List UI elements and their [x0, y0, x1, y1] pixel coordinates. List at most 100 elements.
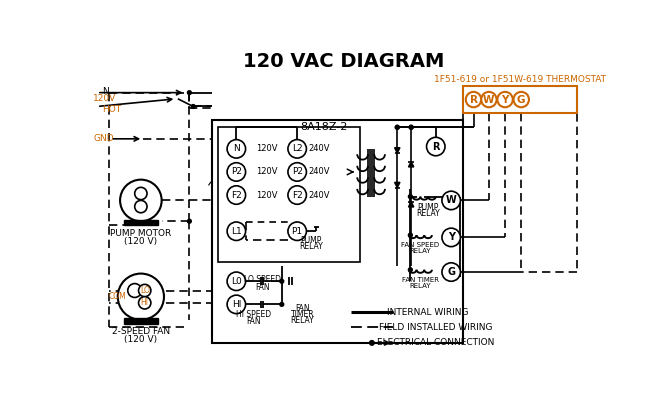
Text: PUMP: PUMP [300, 236, 322, 245]
Text: Y: Y [448, 233, 455, 242]
Text: W: W [446, 195, 456, 205]
Text: 120V: 120V [255, 191, 277, 199]
Text: F2: F2 [292, 191, 303, 199]
Circle shape [227, 222, 246, 241]
Circle shape [409, 195, 412, 199]
Text: HI SPEED: HI SPEED [236, 310, 271, 319]
Text: 120V: 120V [255, 144, 277, 153]
Text: GND: GND [93, 134, 114, 143]
Circle shape [442, 228, 460, 247]
Circle shape [288, 186, 306, 204]
Text: FAN: FAN [295, 304, 310, 313]
Text: FIELD INSTALLED WIRING: FIELD INSTALLED WIRING [379, 323, 492, 332]
Text: W: W [483, 95, 494, 105]
Circle shape [442, 191, 460, 210]
Text: 240V: 240V [309, 168, 330, 176]
Text: L0: L0 [231, 277, 242, 286]
Text: (120 V): (120 V) [125, 334, 157, 344]
Text: P2: P2 [291, 168, 303, 176]
Text: F2: F2 [231, 191, 242, 199]
Text: HI: HI [141, 298, 149, 308]
Polygon shape [409, 202, 414, 207]
Circle shape [227, 272, 246, 290]
Polygon shape [395, 147, 400, 153]
Bar [124, 220, 158, 225]
Text: P1: P1 [291, 227, 303, 236]
Text: ELECTRICAL CONNECTION: ELECTRICAL CONNECTION [377, 339, 494, 347]
Circle shape [192, 105, 195, 109]
Text: COM: COM [109, 292, 126, 301]
Text: G: G [517, 95, 525, 105]
Text: L1: L1 [231, 227, 242, 236]
Text: 240V: 240V [309, 191, 330, 199]
Text: 240V: 240V [309, 144, 330, 153]
Text: 2-SPEED FAN: 2-SPEED FAN [112, 327, 170, 336]
Text: HOT: HOT [103, 105, 121, 114]
Circle shape [227, 186, 246, 204]
Text: FAN SPEED: FAN SPEED [401, 242, 440, 248]
Text: RELAY: RELAY [291, 316, 314, 325]
Circle shape [288, 222, 306, 241]
Text: PUMP: PUMP [417, 203, 439, 212]
Text: Y: Y [501, 95, 509, 105]
Text: TIMER: TIMER [291, 310, 314, 319]
Bar [463, 86, 577, 114]
Circle shape [370, 341, 374, 345]
Circle shape [513, 92, 529, 107]
Circle shape [442, 263, 460, 281]
Circle shape [188, 219, 192, 223]
Text: R: R [432, 142, 440, 152]
Polygon shape [409, 162, 414, 167]
Circle shape [135, 200, 147, 213]
Circle shape [427, 137, 445, 156]
Circle shape [227, 163, 246, 181]
Text: 120V: 120V [93, 94, 117, 103]
Text: PUMP MOTOR: PUMP MOTOR [111, 229, 172, 238]
Text: FAN: FAN [255, 283, 270, 292]
Circle shape [395, 125, 399, 129]
Circle shape [139, 297, 151, 309]
Text: R: R [470, 95, 478, 105]
Polygon shape [395, 182, 400, 188]
Circle shape [409, 125, 413, 129]
Bar [124, 318, 158, 323]
Text: N: N [233, 144, 240, 153]
Circle shape [409, 233, 412, 237]
Circle shape [135, 187, 147, 200]
Circle shape [280, 279, 283, 283]
Circle shape [466, 92, 481, 107]
Circle shape [280, 303, 283, 306]
Text: RELAY: RELAY [409, 248, 431, 254]
Text: 1F51-619 or 1F51W-619 THERMOSTAT: 1F51-619 or 1F51W-619 THERMOSTAT [433, 75, 606, 84]
Text: INTERNAL WIRING: INTERNAL WIRING [387, 308, 469, 317]
Text: LO SPEED: LO SPEED [244, 275, 281, 284]
Circle shape [288, 140, 306, 158]
Text: P2: P2 [231, 168, 242, 176]
Text: N: N [103, 87, 109, 96]
Circle shape [288, 163, 306, 181]
Text: 8A18Z-2: 8A18Z-2 [300, 122, 348, 132]
Text: L2: L2 [292, 144, 302, 153]
Circle shape [409, 125, 413, 129]
Text: LO: LO [140, 286, 149, 295]
Circle shape [139, 285, 151, 297]
Text: FAN TIMER: FAN TIMER [402, 277, 439, 283]
Text: RELAY: RELAY [416, 209, 440, 218]
Circle shape [227, 295, 246, 313]
Circle shape [409, 268, 412, 272]
Circle shape [497, 92, 513, 107]
Text: RELAY: RELAY [299, 242, 323, 251]
Circle shape [128, 284, 141, 297]
Text: (120 V): (120 V) [125, 237, 157, 246]
Text: 120 VAC DIAGRAM: 120 VAC DIAGRAM [243, 52, 444, 70]
Bar [212, 119, 463, 343]
Circle shape [120, 180, 161, 221]
Text: FAN: FAN [246, 317, 261, 326]
Text: RELAY: RELAY [409, 283, 431, 289]
Circle shape [188, 91, 192, 95]
Circle shape [118, 274, 164, 320]
Text: HI: HI [232, 300, 241, 309]
Text: G: G [447, 267, 455, 277]
Bar [218, 127, 360, 262]
Circle shape [227, 140, 246, 158]
